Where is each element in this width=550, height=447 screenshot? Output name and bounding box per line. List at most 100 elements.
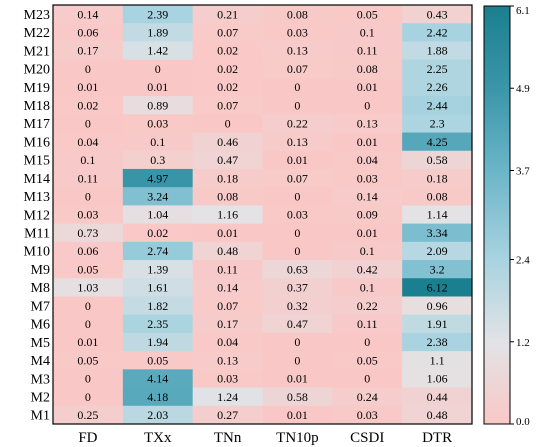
cell-value-label: 0.3 — [150, 153, 165, 167]
colorbar-tick-label: 1.2 — [516, 337, 530, 349]
heatmap-cell — [262, 278, 333, 297]
cell-value-label: 0.14 — [357, 189, 378, 203]
cell-value-label: 0.17 — [217, 317, 238, 331]
heatmap-cell — [262, 96, 333, 115]
cell-value-label: 1.03 — [77, 281, 98, 295]
cell-value-label: 0.21 — [217, 7, 238, 21]
heatmap-cell — [332, 41, 403, 61]
heatmap-cell — [122, 187, 194, 206]
row-labels: M23 M22 M21 M20 M19 M18 M17 M16 M15 M14 M13 M12 M11 M… — [24, 8, 50, 424]
heatmap-cell — [402, 278, 473, 297]
heatmap-cell — [122, 41, 194, 61]
plot-frame — [52, 4, 473, 425]
cell-value-label: 1.16 — [217, 208, 238, 222]
heatmap-cell — [262, 187, 333, 206]
cell-value-label: 0.01 — [287, 408, 308, 422]
heatmap-cell — [402, 205, 473, 225]
colorbar-tick-label: 4.9 — [516, 83, 530, 95]
cell-value-label: 3.2 — [430, 262, 445, 276]
heatmap-cell — [53, 41, 124, 61]
cell-value-label: 1.04 — [147, 208, 168, 222]
heatmap-cell — [122, 132, 194, 152]
cell-value-label: 0.11 — [78, 171, 99, 185]
cell-value-label: 0.96 — [427, 299, 448, 313]
heatmap-cell — [332, 96, 403, 115]
row-label: M10 — [24, 245, 50, 260]
row-label: M18 — [24, 99, 50, 114]
heatmap-cell — [402, 387, 473, 407]
cell-value-label: 1.88 — [427, 44, 448, 58]
heatmap-cell — [53, 23, 124, 42]
heatmap-cell — [192, 332, 263, 352]
cell-value-label: 0.06 — [77, 244, 98, 258]
colorbar: 0.0 1.2 2.4 3.7 4.9 6.1 — [483, 5, 530, 428]
heatmap-cell — [402, 132, 473, 152]
cell-value-label: 0.14 — [217, 281, 238, 295]
heatmap-cell — [332, 168, 403, 188]
cell-value-label: 0.01 — [77, 335, 98, 349]
cell-value-label: 0.05 — [77, 262, 98, 276]
heatmap-cell — [332, 241, 403, 261]
heatmap-cell — [402, 114, 473, 134]
heatmap-cell — [122, 369, 194, 389]
heatmap-cell — [262, 241, 333, 261]
cell-value-label: 0.02 — [217, 80, 238, 94]
cell-value-label: 0.04 — [217, 335, 238, 349]
heatmap-cell — [402, 187, 473, 206]
row-label: M23 — [24, 8, 50, 23]
heatmap-cell — [262, 41, 333, 61]
heatmap-cell — [262, 332, 333, 352]
heatmap-cell — [262, 405, 333, 425]
heatmap-cell — [192, 205, 263, 225]
heatmap-cell — [262, 132, 333, 152]
heatmap-cell — [192, 369, 263, 389]
heatmap-cell — [53, 132, 124, 152]
cell-value-label: 0.01 — [357, 80, 378, 94]
heatmap-cell — [192, 387, 263, 407]
heatmap-cell — [332, 278, 403, 297]
heatmap-cell — [332, 77, 403, 97]
row-label: M17 — [24, 117, 50, 132]
heatmap-cell — [332, 260, 403, 279]
heatmap-cell — [262, 150, 333, 170]
heatmap-cell — [402, 223, 473, 243]
cell-value-label: 0.01 — [77, 80, 98, 94]
heatmap-cell — [332, 205, 403, 225]
cell-value-label: 0.25 — [77, 408, 98, 422]
heatmap-cell — [332, 314, 403, 334]
cell-value-label: 0.07 — [287, 62, 308, 76]
row-label: M21 — [24, 44, 50, 59]
heatmap-cell — [402, 150, 473, 170]
heatmap-cell — [402, 314, 473, 334]
cell-value-label: 0.08 — [427, 189, 448, 203]
heatmap-cell — [122, 260, 194, 279]
heatmap-cell — [122, 5, 194, 24]
cell-value-label: 0.73 — [77, 226, 98, 240]
heatmap-cell — [122, 241, 194, 261]
row-label: M20 — [24, 63, 50, 78]
colorbar-tick-label: 2.4 — [516, 255, 530, 267]
cell-value-label: 0.1 — [80, 153, 95, 167]
row-label: M3 — [31, 372, 50, 387]
heatmap-cell — [262, 5, 333, 24]
cell-value-label: 0.27 — [217, 408, 238, 422]
cell-value-label: 0 — [364, 98, 370, 112]
cell-value-label: 0 — [364, 335, 370, 349]
cell-value-label: 0.58 — [427, 153, 448, 167]
cell-value-label: 0.04 — [77, 135, 98, 149]
heatmap-cell — [262, 205, 333, 225]
heatmap-cell — [332, 405, 403, 425]
heatmap-cell — [192, 132, 263, 152]
cell-value-label: 2.3 — [430, 117, 445, 131]
colorbar-gradient — [483, 5, 511, 425]
heatmap-cell — [122, 223, 194, 243]
heatmap-cell — [122, 296, 194, 316]
heatmap-cell — [402, 296, 473, 316]
colorbar-ticks: 0.0 1.2 2.4 3.7 4.9 6.1 — [510, 5, 530, 428]
cell-value-label: 0 — [155, 62, 161, 76]
heatmap-cell — [192, 241, 263, 261]
row-label: M2 — [31, 390, 50, 405]
heatmap-cell — [53, 223, 124, 243]
cell-value-label: 0 — [294, 244, 300, 258]
